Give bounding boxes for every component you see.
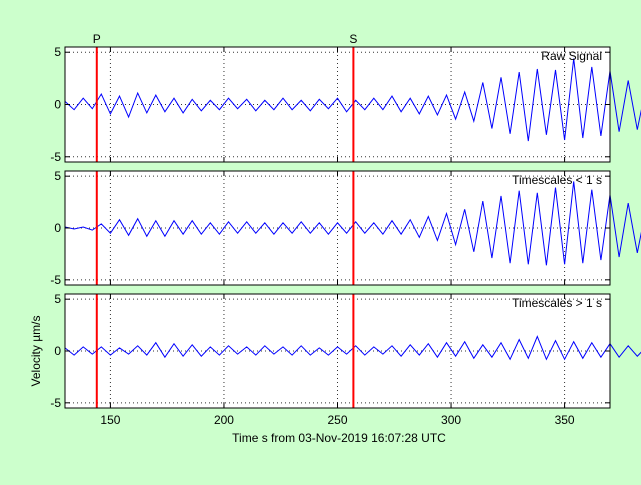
y-tick-label: 5	[54, 169, 61, 183]
panel-1: -5 0 5 Raw Signal P S	[50, 32, 641, 164]
signal-trace	[64, 335, 641, 361]
x-tick-label: 350	[555, 413, 575, 427]
panel-annotation: Raw Signal	[541, 49, 602, 63]
phase-label-p: P	[93, 32, 101, 46]
panel-2: -5 0 5 Timescales < 1 s	[50, 169, 641, 287]
y-tick-label: 5	[54, 292, 61, 306]
x-tick-label: 200	[214, 413, 234, 427]
x-axis-label: Time s from 03-Nov-2019 16:07:28 UTC	[232, 431, 446, 445]
phase-label-s: S	[349, 32, 357, 46]
panel-3: -5 0 5 150 200 250 300 350 Timescales > 1 s	[50, 292, 641, 427]
y-axis-label: Velocity µm/s	[29, 316, 43, 387]
y-tick-label: -5	[50, 150, 61, 164]
panel-annotation: Timescales > 1 s	[512, 296, 602, 310]
y-tick-label: 0	[54, 221, 61, 235]
x-tick-label: 300	[441, 413, 461, 427]
y-tick-label: 0	[54, 98, 61, 112]
x-tick-label: 150	[100, 413, 120, 427]
y-tick-label: -5	[50, 396, 61, 410]
signal-trace	[64, 58, 641, 142]
y-tick-label: 0	[54, 344, 61, 358]
panels-group: -5 0 5 Raw Signal P S -5 0 5 Timescales < 1 s -5 0 5…	[50, 32, 641, 427]
x-tick-label: 250	[327, 413, 347, 427]
y-tick-label: -5	[50, 273, 61, 287]
panel-annotation: Timescales < 1 s	[512, 173, 602, 187]
y-tick-label: 5	[54, 45, 61, 59]
signal-trace	[64, 181, 641, 266]
